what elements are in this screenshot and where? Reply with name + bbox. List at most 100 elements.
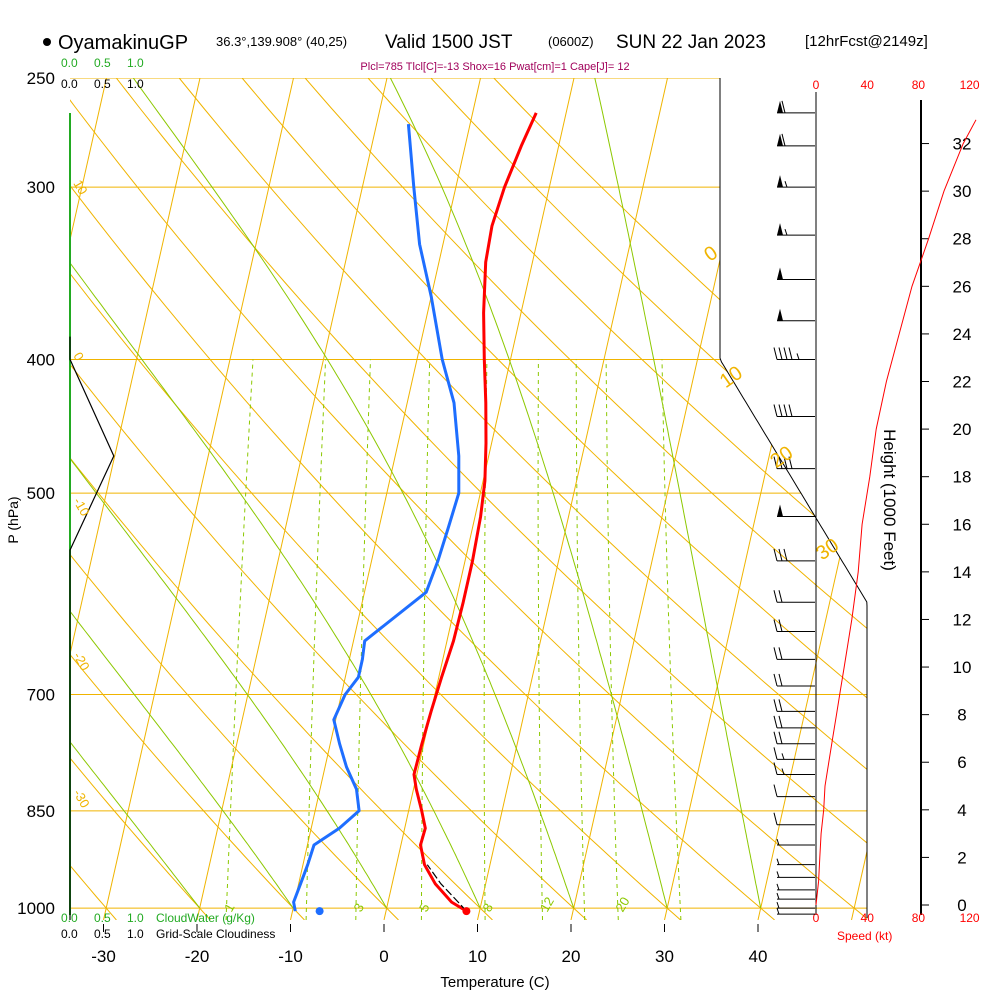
speed-tick-label-top: 0 [813,78,820,92]
isotherm-line [851,78,867,920]
mixing-ratio-line [605,359,619,920]
plot-frame [69,78,868,918]
speed-tick-label-top: 40 [861,78,875,92]
barb-full [773,762,778,775]
height-tick-label: 6 [957,753,966,772]
cloud-scale-label: 0.0 [61,77,78,91]
mixing-ratio-line [575,359,586,920]
isotherm-line [570,78,762,920]
barb-full [773,456,778,469]
height-tick-label: 30 [953,182,972,201]
temperature-tick-label: 40 [749,947,768,966]
barb-full [783,456,788,469]
y-axis-title: P (hPa) [5,496,21,543]
forecast-run: [12hrFcst@2149z] [805,33,928,50]
mixing-ratio-line [661,359,682,920]
temperature-tick-label: -20 [185,947,210,966]
wind-barb [773,747,815,760]
theta-label: -10 [70,495,92,519]
wind-barb [773,347,815,360]
pressure-tick-label: 850 [27,802,55,821]
height-tick-label: 12 [953,610,972,629]
cloudiness-profile [69,336,115,920]
cloud-scale-label: 0.0 [61,927,78,941]
wind-barb [773,715,815,729]
dry-adiabat [304,78,867,920]
station-name: OyamakinuGP [58,32,188,54]
barb-full [783,404,788,417]
cloud-scale-label: 0.5 [94,56,111,70]
bullet-icon [43,38,51,46]
moist-adiabat [70,78,201,909]
pressure-tick-label: 400 [27,350,55,369]
pressure-tick-label: 1000 [17,899,55,918]
cloudwater-legend: CloudWater (g/Kg) [156,911,255,925]
barb-full [778,731,783,744]
barb-full [773,673,778,687]
wind-barb [773,647,815,660]
moist-adiabat [70,78,294,909]
theta-label: -30 [70,787,92,811]
x-axis-title: Temperature (C) [440,974,549,991]
height-tick-label: 14 [953,563,972,582]
wind-barb [776,883,815,891]
dewpoint-surface-point [315,907,324,916]
wind-barb [773,590,815,603]
cloud-scale-label: 1.0 [127,927,144,941]
cloud-scale-label: 0.5 [94,77,111,91]
height-tick-label: 28 [953,230,972,249]
wind-barb [777,100,815,114]
cloudiness-legend: Grid-Scale Cloudiness [156,927,275,941]
wind-barb [776,871,815,878]
cloud-scale-label: 1.0 [127,77,144,91]
speed-tick-label-top: 120 [960,78,980,92]
wind-barb [777,133,815,147]
cloudiness-line [69,336,115,920]
isotherm-line [196,78,388,920]
temperature-line [412,112,538,913]
dry-adiabat [367,78,867,920]
barb-pennant [777,133,783,146]
barb-full [773,747,778,760]
barb-full [778,404,783,417]
temperature-surface-point [462,907,471,916]
wind-barb [776,858,815,866]
pressure-tick-label: 300 [27,178,55,197]
barb-full [778,548,783,562]
stability-indices: Plcl=785 Tlcl[C]=-13 Shox=16 Pwat[cm]=1 … [360,61,629,73]
pressure-tick-label: 500 [27,484,55,503]
barb-full [788,404,793,417]
barb-half [776,901,780,909]
cloud-scale-label: 0.0 [61,56,78,70]
pressure-tick-label: 250 [27,69,55,88]
height-tick-label: 2 [957,848,966,867]
theta-label: 0 [70,349,87,363]
wind-barbs [773,100,815,915]
dry-adiabat [241,78,867,920]
cloud-scale-label: 0.5 [94,911,111,925]
station-coords: 36.3°,139.908° (40,25) [216,34,347,49]
dry-adiabat [70,78,681,920]
barb-full [778,456,783,469]
height-tick-label: 20 [953,420,972,439]
speed-tick-label-bottom: 80 [912,911,926,925]
dry-adiabat [70,78,493,920]
moist-adiabat [594,78,762,909]
wind-barb [773,619,815,632]
dewpoint-line [292,123,461,912]
wind-barb [773,673,815,687]
wind-barb [777,504,815,518]
theta-label-right: 10 [716,362,747,393]
barb-full [778,715,783,728]
theta-label-right: 0 [700,242,722,266]
height-tick-label: 8 [957,706,966,725]
barb-half [781,753,785,760]
mixing-ratio-label: 8 [479,901,496,915]
wind-barb [776,907,815,915]
barb-full [773,347,778,360]
height-tick-label: 26 [953,277,972,296]
temperature-tick-label: 10 [468,947,487,966]
barb-full [778,699,783,712]
barb-half [776,883,780,891]
theta-label: 10 [70,177,90,197]
